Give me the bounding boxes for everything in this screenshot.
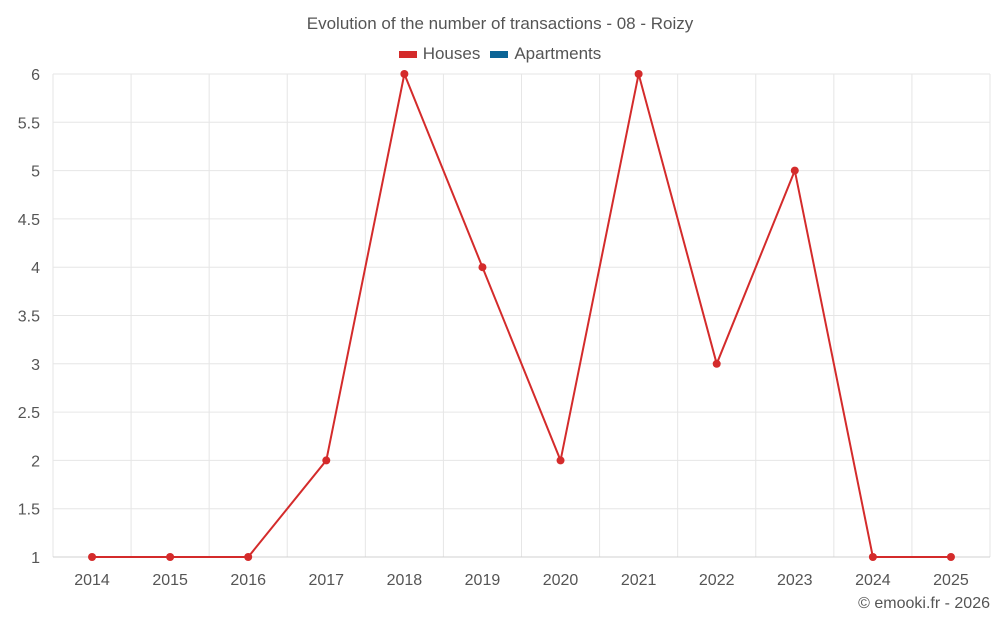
x-tick-label: 2015 [152, 572, 188, 589]
data-point-houses-2015 [166, 553, 175, 561]
x-tick-label: 2022 [699, 572, 735, 589]
y-tick-label: 4 [31, 260, 40, 277]
data-point-houses-2019 [478, 263, 487, 272]
x-tick-label: 2016 [230, 572, 266, 589]
y-tick-label: 6 [31, 67, 40, 84]
x-tick-label: 2020 [543, 572, 579, 589]
y-tick-label: 2 [31, 453, 40, 470]
data-point-houses-2024 [868, 553, 877, 561]
legend-swatch-houses [398, 50, 417, 58]
legend-swatch-apartments [490, 50, 509, 58]
data-point-houses-2021 [634, 70, 643, 78]
y-tick-label: 1.5 [18, 502, 40, 519]
x-tick-label: 2018 [387, 572, 423, 589]
x-tick-label: 2021 [621, 572, 657, 589]
y-tick-label: 5 [31, 164, 40, 181]
data-point-houses-2018 [400, 70, 409, 78]
data-point-houses-2022 [712, 359, 721, 368]
data-point-houses-2017 [322, 456, 331, 465]
x-tick-label: 2017 [308, 572, 344, 589]
x-tick-label: 2025 [933, 572, 969, 589]
legend: Houses Apartments [0, 44, 1000, 64]
legend-label-houses: Houses [422, 44, 481, 63]
data-point-houses-2014 [88, 553, 97, 561]
credit-text: © emooki.fr - 2026 [858, 595, 990, 612]
legend-label-apartments: Apartments [514, 44, 602, 63]
chart-title: Evolution of the number of transactions … [306, 14, 694, 33]
x-tick-label: 2023 [777, 572, 813, 589]
x-tick-label: 2014 [74, 572, 110, 589]
y-tick-label: 3.5 [18, 309, 40, 326]
data-point-houses-2025 [946, 553, 955, 561]
x-tick-label: 2019 [465, 572, 501, 589]
grid-lines [52, 73, 991, 558]
data-point-houses-2016 [244, 553, 253, 561]
x-tick-label: 2024 [855, 572, 891, 589]
y-tick-label: 1 [31, 550, 40, 567]
legend-item-apartments[interactable]: Apartments [490, 44, 601, 64]
series-line-houses [92, 70, 951, 558]
y-tick-label: 4.5 [18, 212, 40, 229]
data-point-houses-2020 [556, 456, 565, 465]
y-tick-label: 5.5 [18, 115, 40, 132]
y-tick-label: 2.5 [18, 405, 40, 422]
data-point-houses-2023 [790, 166, 799, 175]
y-tick-label: 3 [31, 357, 40, 374]
legend-item-houses[interactable]: Houses [398, 44, 481, 64]
